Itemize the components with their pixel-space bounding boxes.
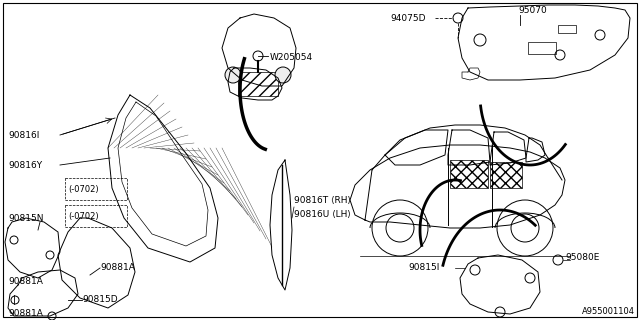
Text: 90815I: 90815I	[408, 263, 440, 273]
Text: 90815N: 90815N	[8, 213, 44, 222]
Text: (-0702): (-0702)	[68, 212, 99, 220]
Text: 95070: 95070	[518, 5, 547, 14]
Text: 90881A: 90881A	[8, 277, 43, 286]
Text: 90816T ⟨RH⟩: 90816T ⟨RH⟩	[294, 196, 351, 204]
Text: 90816U ⟨LH⟩: 90816U ⟨LH⟩	[294, 210, 351, 219]
Bar	[528, 42, 556, 54]
Bar	[238, 72, 278, 96]
Bar	[490, 162, 522, 188]
Text: (-0702): (-0702)	[68, 185, 99, 194]
Text: 90881A: 90881A	[100, 263, 135, 273]
Text: 90816I: 90816I	[8, 131, 40, 140]
Bar	[65, 205, 127, 227]
Text: 90815D: 90815D	[82, 295, 118, 305]
Text: 94075D: 94075D	[390, 13, 426, 22]
Text: 90816Y: 90816Y	[8, 161, 42, 170]
Bar	[558, 25, 576, 33]
Text: W205054: W205054	[270, 52, 313, 61]
Text: A955001104: A955001104	[582, 308, 635, 316]
Bar	[65, 178, 127, 200]
Circle shape	[225, 67, 241, 83]
Text: 90881A: 90881A	[8, 308, 43, 317]
Circle shape	[275, 67, 291, 83]
Bar	[450, 160, 488, 188]
Text: 95080E: 95080E	[565, 253, 600, 262]
